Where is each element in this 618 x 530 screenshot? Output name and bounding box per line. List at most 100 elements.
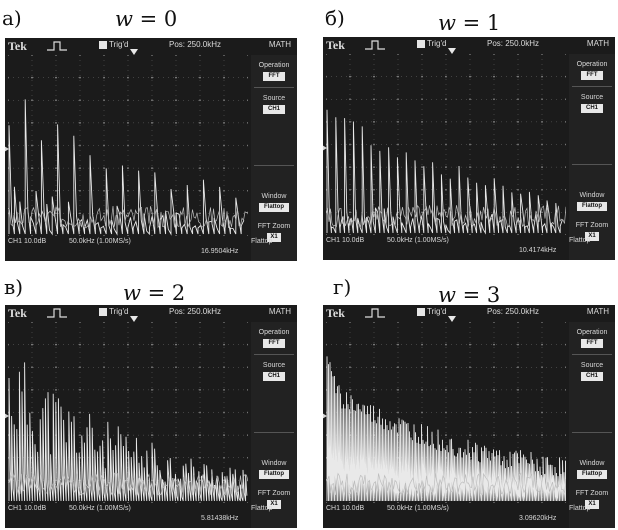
scope-top-bar: Tek Trig'd Pos: 250.0kHz MATH	[323, 37, 615, 54]
graticule-dot	[469, 166, 471, 169]
operation-button[interactable]: FFT	[263, 339, 285, 348]
graticule-dot	[565, 166, 566, 169]
source-button[interactable]: CH1	[581, 372, 603, 381]
graticule-dot	[349, 120, 351, 123]
graticule-dot	[247, 189, 248, 192]
graticule-dot	[565, 456, 566, 459]
window-button[interactable]: Flattop	[259, 203, 289, 212]
graticule-dot	[151, 121, 153, 124]
graticule-dot	[517, 211, 519, 214]
fft-spectrum-trace	[8, 99, 245, 236]
graticule-dot	[397, 343, 399, 346]
side-menu: Operation FFT Source CH1 Window Flattop …	[569, 54, 615, 260]
graticule-dot	[31, 343, 33, 346]
graticule-dot	[175, 434, 177, 437]
graticule-dot	[565, 143, 566, 146]
side-divider	[572, 86, 612, 87]
channel-scale: CH1 10.0dB	[326, 237, 365, 244]
source-button[interactable]: CH1	[263, 105, 285, 114]
operation-button[interactable]: FFT	[263, 72, 285, 81]
trigger-edge-icon	[47, 41, 67, 51]
graticule-dot	[565, 98, 566, 101]
fft-zoom-button[interactable]: X1	[585, 232, 599, 241]
fft-display	[8, 322, 248, 503]
fft-display	[326, 54, 566, 235]
graticule-dot	[373, 120, 375, 123]
menu-title: MATH	[586, 307, 609, 316]
graticule-dot	[469, 120, 471, 123]
scope-top-bar: Tek Trig'd Pos: 250.0kHz MATH	[323, 305, 615, 322]
menu-title: MATH	[268, 40, 291, 49]
panel-a-letter: а)	[2, 6, 22, 30]
graticule-dot	[326, 54, 327, 55]
graticule-dot	[8, 322, 9, 323]
scope-panel-b: Tek Trig'd Pos: 250.0kHz MATH Operation …	[323, 37, 615, 260]
source-button[interactable]: CH1	[263, 372, 285, 381]
side-menu: Operation FFT Source CH1 Window Flattop …	[251, 55, 297, 261]
window-label: Flattop	[251, 238, 273, 245]
graticule-dot	[469, 388, 471, 391]
graticule-dot	[326, 502, 327, 503]
panel-d-title-rest: = 3	[455, 283, 501, 307]
fft-zoom-button[interactable]: X1	[267, 233, 281, 242]
graticule-dot	[397, 388, 399, 391]
frequency-readout: 10.4174kHz	[519, 247, 557, 254]
fft-zoom-button[interactable]: X1	[585, 500, 599, 509]
graticule-dot	[247, 456, 248, 459]
graticule-dot	[326, 322, 327, 323]
trigger-status-icon	[99, 41, 107, 49]
graticule-dot	[469, 343, 471, 346]
graticule-dot	[349, 75, 351, 78]
scope-panel-c: Tek Trig'd Pos: 250.0kHz MATH Operation …	[5, 305, 297, 528]
graticule-dot	[565, 54, 566, 55]
graticule-dot	[175, 76, 177, 79]
graticule-dot	[565, 343, 566, 346]
trigger-status-icon	[99, 308, 107, 316]
graticule-dot	[199, 121, 201, 124]
graticule-dot	[199, 167, 201, 170]
window-button[interactable]: Flattop	[259, 470, 289, 479]
graticule-dot	[517, 388, 519, 391]
side-divider	[254, 354, 294, 355]
window-button[interactable]: Flattop	[577, 470, 607, 479]
graticule-dot	[493, 343, 495, 346]
graticule-dot	[565, 234, 566, 235]
graticule-dot	[247, 99, 248, 102]
sample-rate: 50.0kHz (1.00MS/s)	[69, 238, 131, 245]
side-divider	[572, 432, 612, 433]
graticule-dot	[79, 167, 81, 170]
window-button[interactable]: Flattop	[577, 202, 607, 211]
graticule-dot	[493, 388, 495, 391]
channel-ground-marker	[323, 145, 327, 151]
panel-a-title-rest: = 0	[132, 7, 178, 31]
graticule-dot	[565, 502, 566, 503]
menu-title: MATH	[268, 307, 291, 316]
source-button[interactable]: CH1	[581, 104, 603, 113]
fft-zoom-button[interactable]: X1	[267, 500, 281, 509]
channel-ground-marker	[323, 413, 327, 419]
panel-d-title: w = 3	[438, 283, 500, 307]
side-label-operation: Operation	[258, 329, 290, 336]
graticule-dot	[79, 343, 81, 346]
graticule-dot	[247, 411, 248, 414]
graticule-dot	[55, 212, 57, 215]
noise-floor-trace	[326, 204, 566, 228]
graticule-dot	[469, 434, 471, 437]
graticule-dot	[55, 388, 57, 391]
fft-display	[8, 55, 248, 236]
operation-button[interactable]: FFT	[581, 71, 603, 80]
scope-panel-a: Tek Trig'd Pos: 250.0kHz MATH Operation …	[5, 38, 297, 261]
graticule-dot	[373, 211, 375, 214]
panel-d-letter: г)	[333, 275, 352, 299]
graticule-dot	[493, 166, 495, 169]
panel-b-letter: б)	[325, 6, 345, 30]
operation-button[interactable]: FFT	[581, 339, 603, 348]
graticule-dot	[31, 121, 33, 124]
graticule-dot	[55, 343, 57, 346]
graticule-dot	[565, 411, 566, 414]
brand-logo: Tek	[326, 38, 345, 52]
trigger-position-marker	[448, 316, 456, 322]
frequency-readout: 5.81438kHz	[201, 515, 239, 522]
fft-spectrum-trace	[8, 362, 248, 502]
graticule-dot	[55, 121, 57, 124]
